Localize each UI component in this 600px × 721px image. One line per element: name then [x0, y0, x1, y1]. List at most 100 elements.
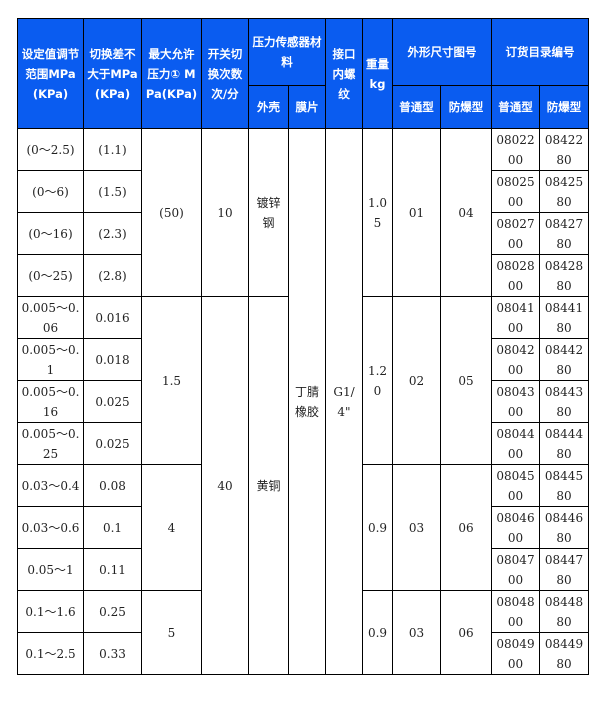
order-normal-cell: 0804100 — [491, 296, 540, 339]
range-cell: 0.005～0.06 — [17, 296, 84, 339]
dims-normal-cell: 03 — [392, 590, 441, 675]
table-row: 0.005～0.06 0.016 1.5 40 黄铜 1.20 02 05 0804100 084… — [17, 296, 589, 675]
order-normal-cell: 0802500 — [491, 170, 540, 213]
weight-cell: 1.20 — [362, 296, 393, 465]
order-explosion-cell: 0842280 — [539, 128, 589, 171]
range-cell: 0.1～1.6 — [17, 590, 84, 633]
table-body: (0～2.5) (1.1) (50) 10 镀锌钢 丁腈橡胶 G1/4" 1.05 01 04 08… — [17, 128, 589, 675]
order-normal-cell: 0802800 — [491, 254, 540, 297]
diff-cell: (1.1) — [83, 128, 142, 171]
order-explosion-cell: 0844280 — [539, 338, 589, 381]
table-row: (0～6) (1.5) 0802500 0842580 — [17, 170, 589, 213]
order-explosion-cell: 0844880 — [539, 590, 589, 633]
diff-cell: 0.025 — [83, 422, 142, 465]
header-sensor-material: 压力传感器材料 — [248, 18, 326, 86]
range-cell: (0～2.5) — [17, 128, 84, 171]
range-cell: 0.005～0.1 — [17, 338, 84, 381]
shell-cell: 黄铜 — [248, 296, 289, 675]
diff-cell: 0.08 — [83, 464, 142, 507]
header-thread: 接口内螺纹 — [325, 18, 363, 129]
range-cell: 0.005～0.16 — [17, 380, 84, 423]
order-normal-cell: 0804600 — [491, 506, 540, 549]
range-cell: 0.03～0.6 — [17, 506, 84, 549]
header-dims-explosion: 防爆型 — [440, 85, 492, 129]
header-weight: 重量kg — [362, 18, 393, 129]
order-normal-cell: 0804800 — [491, 590, 540, 633]
diff-cell: 0.016 — [83, 296, 142, 339]
range-cell: (0～6) — [17, 170, 84, 213]
order-explosion-cell: 0842880 — [539, 254, 589, 297]
order-normal-cell: 0802200 — [491, 128, 540, 171]
order-explosion-cell: 0844980 — [539, 632, 589, 675]
dims-explosion-cell: 06 — [440, 464, 492, 591]
dims-normal-cell: 01 — [392, 128, 441, 297]
diff-cell: 0.1 — [83, 506, 142, 549]
order-normal-cell: 0804900 — [491, 632, 540, 675]
order-normal-cell: 0804300 — [491, 380, 540, 423]
diff-cell: 0.025 — [83, 380, 142, 423]
header-membrane: 膜片 — [288, 85, 326, 129]
table-row: 0.005～0.16 0.025 0804300 0844380 — [17, 380, 589, 423]
diff-cell: 0.33 — [83, 632, 142, 675]
dims-explosion-cell: 06 — [440, 590, 492, 675]
diff-cell: (2.8) — [83, 254, 142, 297]
table-row: 0.03～0.6 0.1 0804600 0844680 — [17, 506, 589, 549]
header-dims-normal: 普通型 — [392, 85, 441, 129]
order-normal-cell: 0802700 — [491, 212, 540, 255]
order-explosion-cell: 0842580 — [539, 170, 589, 213]
order-normal-cell: 0804500 — [491, 464, 540, 507]
order-explosion-cell: 0844680 — [539, 506, 589, 549]
diff-cell: (1.5) — [83, 170, 142, 213]
order-explosion-cell: 0844480 — [539, 422, 589, 465]
range-cell: (0～25) — [17, 254, 84, 297]
header-shell: 外壳 — [248, 85, 289, 129]
thread-cell: G1/4" — [325, 128, 363, 675]
diff-cell: (2.3) — [83, 212, 142, 255]
weight-cell: 0.9 — [362, 464, 393, 591]
table-row: (0～16) (2.3) 0802700 0842780 — [17, 212, 589, 255]
pressure-switch-spec-table: 设定值调节范围MPa(KPa) 切换差不大于MPa(KPa) 最大允许压力① M… — [17, 18, 589, 675]
switch-count-cell: 40 — [201, 296, 249, 675]
order-normal-cell: 0804400 — [491, 422, 540, 465]
table-row: 0.005～0.1 0.018 0804200 0844280 — [17, 338, 589, 381]
order-explosion-cell: 0842780 — [539, 212, 589, 255]
max-pressure-cell: 5 — [141, 590, 202, 675]
table-row: 0.1～1.6 0.25 5 0.9 03 06 0804800 0844880 — [17, 590, 589, 675]
header-diff: 切换差不大于MPa(KPa) — [83, 18, 142, 129]
range-cell: 0.05～1 — [17, 548, 84, 591]
diff-cell: 0.018 — [83, 338, 142, 381]
header-max-pressure: 最大允许压力① MPa(KPa) — [141, 18, 202, 129]
header-switch-count: 开关切换次数次/分 — [201, 18, 249, 129]
switch-count-cell: 10 — [201, 128, 249, 297]
table-row: (0～25) (2.8) 0802800 0842880 — [17, 254, 589, 297]
weight-cell: 0.9 — [362, 590, 393, 675]
table-row: 0.05～1 0.11 0804700 0844780 — [17, 548, 589, 591]
header-dims: 外形尺寸图号 — [392, 18, 492, 86]
table-row: 0.1～2.5 0.33 0804900 0844980 — [17, 632, 589, 675]
header-order-explosion: 防爆型 — [539, 85, 589, 129]
diff-cell: 0.25 — [83, 590, 142, 633]
max-pressure-cell: (50) — [141, 128, 202, 297]
order-explosion-cell: 0844180 — [539, 296, 589, 339]
dims-explosion-cell: 04 — [440, 128, 492, 297]
header-order-normal: 普通型 — [491, 85, 540, 129]
range-cell: 0.005～0.25 — [17, 422, 84, 465]
order-normal-cell: 0804700 — [491, 548, 540, 591]
order-explosion-cell: 0844380 — [539, 380, 589, 423]
order-normal-cell: 0804200 — [491, 338, 540, 381]
max-pressure-cell: 1.5 — [141, 296, 202, 465]
diff-cell: 0.11 — [83, 548, 142, 591]
range-cell: 0.03～0.4 — [17, 464, 84, 507]
dims-explosion-cell: 05 — [440, 296, 492, 465]
order-explosion-cell: 0844580 — [539, 464, 589, 507]
range-cell: (0～16) — [17, 212, 84, 255]
weight-cell: 1.05 — [362, 128, 393, 297]
range-cell: 0.1～2.5 — [17, 632, 84, 675]
shell-cell: 镀锌钢 — [248, 128, 289, 297]
header-order: 订货目录编号 — [491, 18, 589, 86]
dims-normal-cell: 02 — [392, 296, 441, 465]
order-explosion-cell: 0844780 — [539, 548, 589, 591]
max-pressure-cell: 4 — [141, 464, 202, 591]
header-range: 设定值调节范围MPa(KPa) — [17, 18, 84, 129]
dims-normal-cell: 03 — [392, 464, 441, 591]
